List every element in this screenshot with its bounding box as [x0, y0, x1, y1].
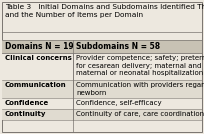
Bar [2, 53, 202, 80]
Text: Table 3   Initial Domains and Subdomains Identified Throug: Table 3 Initial Domains and Subdomains I… [5, 4, 204, 10]
Bar [2, 80, 202, 98]
Text: Continuity of care, care coordination; provider su...: Continuity of care, care coordination; p… [76, 111, 204, 117]
Bar [2, 40, 202, 53]
Text: Subdomains N = 58: Subdomains N = 58 [76, 42, 160, 51]
Bar [2, 109, 202, 120]
Text: Domains N = 19: Domains N = 19 [5, 42, 74, 51]
Text: Clinical concerns: Clinical concerns [5, 55, 72, 61]
Text: Confidence: Confidence [5, 100, 49, 106]
Bar [2, 98, 202, 109]
Text: and the Number of Items per Domain: and the Number of Items per Domain [5, 12, 143, 18]
Text: Provider competence; safety; preterm labor; intra
for cesarean delivery; materna: Provider competence; safety; preterm lab… [76, 55, 204, 77]
Text: Confidence, self-efficacy: Confidence, self-efficacy [76, 100, 162, 106]
Text: Communication: Communication [5, 82, 67, 88]
Text: Communication with providers regarding labor an
newborn: Communication with providers regarding l… [76, 82, 204, 96]
Text: Continuity: Continuity [5, 111, 47, 117]
